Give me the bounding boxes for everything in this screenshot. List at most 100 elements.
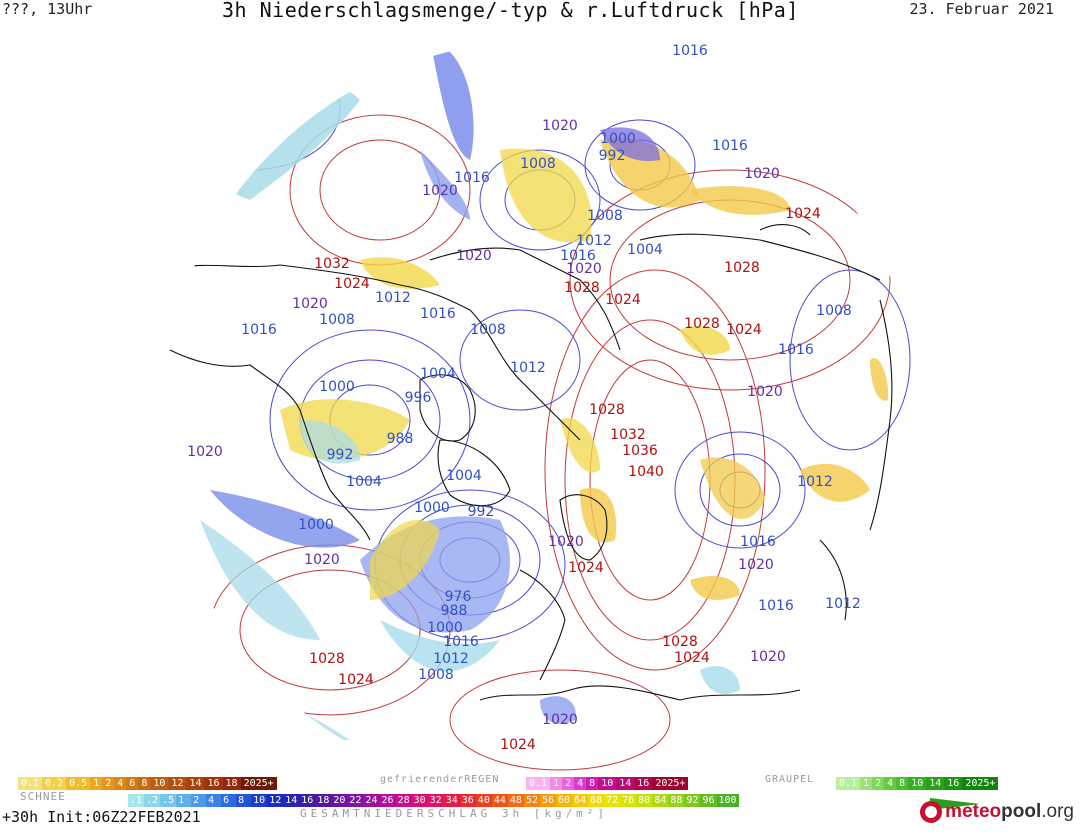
isobar-label: 1016 bbox=[560, 248, 596, 264]
isobar-label: 988 bbox=[387, 431, 414, 447]
isobar-label: 1016 bbox=[778, 342, 814, 358]
legend-swatch-total: .2 bbox=[144, 794, 161, 807]
brand-org: .org bbox=[1041, 801, 1074, 823]
isobar-label: 1016 bbox=[672, 43, 708, 59]
legend-snow-label: SCHNEE bbox=[20, 790, 66, 803]
legend-swatch-snow: 10 bbox=[150, 777, 169, 790]
isobar-label: 1020 bbox=[292, 296, 328, 312]
legend-swatch-snow: 2025+ bbox=[240, 777, 277, 790]
legend-swatch-graupel: 10 bbox=[908, 777, 927, 790]
isobar-label: 992 bbox=[468, 504, 495, 520]
legend-swatch-total: 20 bbox=[331, 794, 348, 807]
isobar-label: 1008 bbox=[520, 156, 556, 172]
legend-swatch-snow: 0.5 bbox=[66, 777, 91, 790]
isobar-label: 1004 bbox=[446, 468, 482, 484]
isobar-label: 1020 bbox=[187, 444, 223, 460]
legend-swatch-total: 72 bbox=[604, 794, 621, 807]
isobar-label: 988 bbox=[441, 603, 468, 619]
legend-swatch-graupel: 1 bbox=[860, 777, 873, 790]
isobar-label: 1016 bbox=[758, 598, 794, 614]
legend-swatch-total: 22 bbox=[347, 794, 364, 807]
isobar-label: 1000 bbox=[427, 620, 463, 636]
legend-swatch-total: 64 bbox=[572, 794, 589, 807]
isobar-label: 1016 bbox=[420, 306, 456, 322]
isobar-label: 1020 bbox=[422, 183, 458, 199]
isobar-label: 1024 bbox=[785, 206, 821, 222]
isobar-label: 976 bbox=[445, 589, 472, 605]
legend-swatch-total: 26 bbox=[379, 794, 396, 807]
isobar-label: 1024 bbox=[334, 276, 370, 292]
legend-swatch-graupel: 0.1 bbox=[836, 777, 861, 790]
isobar-label: 1016 bbox=[712, 138, 748, 154]
meteopool-logo[interactable]: meteopool.org bbox=[920, 801, 1074, 823]
legend-swatch-frz: 2 bbox=[562, 777, 575, 790]
isobar-label: 1008 bbox=[816, 303, 852, 319]
legend-swatch-graupel: 8 bbox=[896, 777, 909, 790]
isobar-label: 1000 bbox=[600, 131, 636, 147]
isobar-label: 1024 bbox=[674, 650, 710, 666]
legend-total-scale: .1.2.5 1 2 4 6 8 10 12 14 16 18 20 22 24 26 28 30 32 34 36 4… bbox=[128, 794, 739, 807]
legend-swatch-snow: 12 bbox=[168, 777, 187, 790]
header: ???, 13Uhr 3h Niederschlagsmenge/-typ & … bbox=[0, 0, 1080, 24]
forecast-init: +30h Init:06Z22FEB2021 bbox=[2, 808, 201, 826]
isobar-label: 1028 bbox=[684, 316, 720, 332]
legend-swatch-snow: 16 bbox=[204, 777, 223, 790]
isobar-label: 1008 bbox=[470, 322, 506, 338]
legend-swatch-total: 36 bbox=[459, 794, 476, 807]
legend-swatch-frz: 16 bbox=[634, 777, 653, 790]
legend-swatch-total: 44 bbox=[491, 794, 508, 807]
legend-swatch-graupel: 2 bbox=[872, 777, 885, 790]
isobar-label: 1032 bbox=[610, 427, 646, 443]
isobar-label: 1016 bbox=[740, 534, 776, 550]
legend-swatch-total: .1 bbox=[128, 794, 145, 807]
legend-swatch-total: 52 bbox=[523, 794, 540, 807]
legend-swatch-snow: 2 bbox=[102, 777, 115, 790]
isobar-label: 996 bbox=[405, 390, 432, 406]
legend-swatch-snow: 0.2 bbox=[42, 777, 67, 790]
isobar-label: 992 bbox=[599, 148, 626, 164]
isobar-label: 1020 bbox=[750, 649, 786, 665]
legend-swatch-frz: 1 bbox=[550, 777, 563, 790]
isobar-label: 1028 bbox=[662, 634, 698, 650]
legend-swatch-snow: 6 bbox=[126, 777, 139, 790]
isobar-label: 1020 bbox=[738, 557, 774, 573]
isobar-label: 1008 bbox=[418, 667, 454, 683]
legend-swatch-total: 12 bbox=[267, 794, 284, 807]
legend: 0.1 0.2 0.5 1 2 4 6 8 10 12 14 16 18 2025+ SCHNEE gef… bbox=[0, 772, 1080, 833]
isobar-label: 1024 bbox=[568, 560, 604, 576]
header-run-time: ???, 13Uhr bbox=[2, 0, 93, 18]
legend-graupel-label: GRAUPEL bbox=[765, 774, 815, 785]
legend-swatch-graupel: 14 bbox=[926, 777, 945, 790]
isobar-label: 1004 bbox=[627, 242, 663, 258]
logo-icon bbox=[920, 801, 943, 823]
map-disc bbox=[162, 40, 918, 796]
isobar-label: 1016 bbox=[443, 634, 479, 650]
legend-swatch-total: 24 bbox=[363, 794, 380, 807]
legend-swatch-total: 100 bbox=[716, 794, 739, 807]
coastlines bbox=[169, 224, 893, 701]
legend-frz-scale: 0.1 1 2 4 8 10 14 16 2025+ bbox=[526, 777, 689, 790]
legend-swatch-frz: 14 bbox=[616, 777, 635, 790]
isobar-label: 1020 bbox=[456, 248, 492, 264]
isobar-label: 1020 bbox=[744, 166, 780, 182]
legend-swatch-total: 30 bbox=[411, 794, 428, 807]
legend-swatch-total: 92 bbox=[684, 794, 701, 807]
legend-swatch-total: 32 bbox=[427, 794, 444, 807]
isobar-label: 1012 bbox=[375, 290, 411, 306]
legend-swatch-total: 10 bbox=[251, 794, 268, 807]
legend-swatch-total: 6 bbox=[221, 794, 237, 807]
isobar-label: 1020 bbox=[566, 261, 602, 277]
isobar-label: 1012 bbox=[797, 474, 833, 490]
legend-swatch-total: 14 bbox=[283, 794, 300, 807]
legend-swatch-total: 76 bbox=[620, 794, 637, 807]
isobar-label: 1020 bbox=[304, 552, 340, 568]
isobar-label: 1012 bbox=[510, 360, 546, 376]
legend-swatch-total: 4 bbox=[206, 794, 222, 807]
legend-swatch-total: 56 bbox=[539, 794, 557, 807]
legend-swatch-graupel: 16 bbox=[944, 777, 963, 790]
isobar-label: 1020 bbox=[542, 712, 578, 728]
isobar-label: 1040 bbox=[628, 464, 664, 480]
legend-swatch-total: 28 bbox=[395, 794, 412, 807]
isobar-label: 1024 bbox=[338, 672, 374, 688]
